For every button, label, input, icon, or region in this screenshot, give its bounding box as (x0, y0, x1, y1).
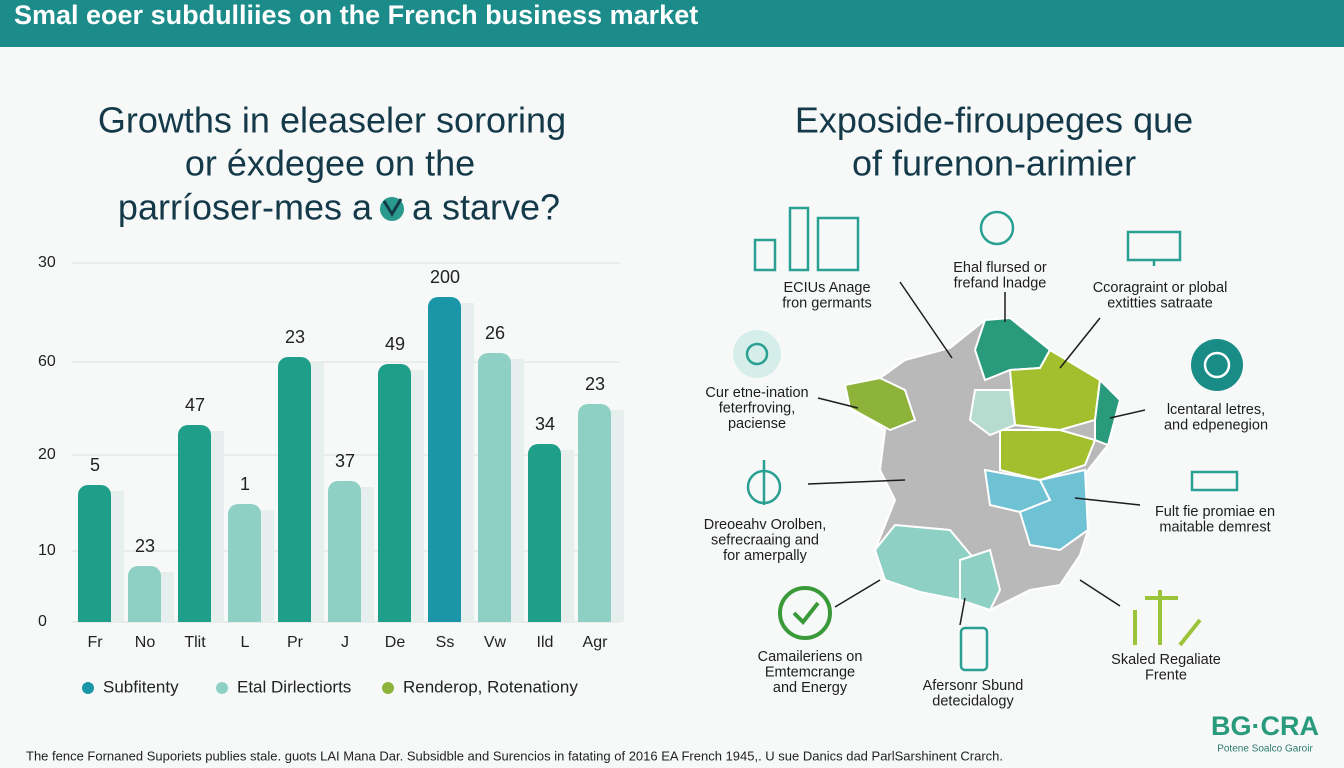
legend-label: Subfitenty (103, 677, 179, 696)
bar-base (428, 610, 461, 622)
legend-swatch (82, 682, 94, 694)
bar-label: 47 (185, 395, 205, 415)
title-icon (380, 197, 404, 221)
map-label: for amerpally (723, 548, 808, 564)
left-title: parríoser-mes a (118, 187, 373, 228)
map-label: detecidalogy (932, 693, 1014, 709)
legend-swatch (216, 682, 228, 694)
map-label: paciense (728, 416, 786, 432)
right-title: of furenon-arimier (852, 143, 1136, 184)
map-label: Dreoeahv Orolben, (704, 517, 827, 533)
bar-base (278, 610, 311, 622)
map-label: Frente (1145, 667, 1187, 683)
legend-label: Renderop, Rotenationy (403, 677, 578, 696)
bar-label: 37 (335, 451, 355, 471)
bar-label: 26 (485, 323, 505, 343)
bar-label: 23 (585, 374, 605, 394)
category-label: Pr (287, 634, 304, 651)
map-label: sefrecraaing and (711, 532, 819, 548)
bar-label: 34 (535, 414, 555, 434)
map-label: extitties satraate (1107, 295, 1213, 311)
category-label: L (241, 634, 250, 651)
left-title: a starve? (412, 187, 560, 228)
map-label: Ccoragraint or plobal (1093, 280, 1228, 296)
bar-base (328, 610, 361, 622)
map-label: maitable demrest (1159, 519, 1270, 535)
right-title: Exposide-firoupeges que (795, 100, 1193, 141)
bar-label: 49 (385, 334, 405, 354)
map-label: Ehal flursed or (953, 260, 1047, 276)
bar-base (478, 610, 511, 622)
bar (128, 566, 161, 622)
bar-base (128, 610, 161, 622)
left-title: or éxdegee on the (185, 143, 475, 184)
map-label: Afersonr Sbund (923, 678, 1024, 694)
bar-label: 23 (285, 327, 305, 347)
legend-label: Etal Dirlectiorts (237, 677, 351, 696)
legend-swatch (382, 682, 394, 694)
map-label: Fult fie promiae en (1155, 504, 1275, 520)
map-label: Skaled Regaliate (1111, 652, 1221, 668)
axis-tick-label: 0 (38, 613, 47, 630)
bar-label: 5 (90, 455, 100, 475)
footer-text: The fence Fornaned Suporiets publies sta… (26, 748, 1003, 763)
header-bar (0, 0, 1344, 47)
map-label: and Energy (773, 680, 848, 696)
bar (378, 364, 411, 622)
logo: BG·CRA (1211, 711, 1319, 741)
map-label: Cur etne-ination (705, 385, 808, 401)
bar-label: 1 (240, 474, 250, 494)
bar-base (378, 610, 411, 622)
bar (328, 481, 361, 622)
category-label: No (135, 634, 156, 651)
category-label: Agr (583, 634, 609, 651)
bar (228, 504, 261, 622)
bar-base (578, 610, 611, 622)
map-label: Emtemcrange (765, 664, 855, 680)
bar (178, 425, 211, 622)
map-label: lcentaral letres, (1167, 402, 1265, 418)
bar (478, 353, 511, 622)
category-label: Fr (87, 634, 103, 651)
category-label: Vw (484, 634, 507, 651)
axis-tick-label: 30 (38, 254, 56, 271)
bar-label: 23 (135, 536, 155, 556)
bar (428, 297, 461, 622)
axis-tick-label: 10 (38, 542, 56, 559)
axis-tick-label: 60 (38, 353, 56, 370)
france-map (733, 206, 1243, 672)
axis-tick-label: 20 (38, 446, 56, 463)
category-label: Ild (537, 634, 554, 651)
map-label: feterfroving, (719, 400, 796, 416)
map-label: frefand lnadge (954, 275, 1047, 291)
map-label: fron germants (782, 295, 871, 311)
map-label: Camaileriens on (758, 649, 863, 665)
bar (78, 485, 111, 622)
logo-tagline: Potene Soalco Garoir (1217, 744, 1313, 755)
map-label: ECIUs Anage (783, 280, 870, 296)
bar-base (228, 610, 261, 622)
bar-chart: 30 60 20 10 0 5 Fr 23 No 47 Tlit 1 L 23 Pr 37 J 49 De 200 Ss… (38, 254, 624, 696)
category-label: J (341, 634, 349, 651)
bar (578, 404, 611, 622)
header-title: Smal eoer subdulliies on the French busi… (14, 0, 698, 30)
category-label: Ss (436, 634, 455, 651)
map-label: and edpenegion (1164, 417, 1268, 433)
bar-base (178, 610, 211, 622)
bar-base (78, 610, 111, 622)
bar (528, 444, 561, 622)
bar-label: 200 (430, 267, 460, 287)
bar (278, 357, 311, 622)
category-label: Tlit (184, 634, 206, 651)
category-label: De (385, 634, 406, 651)
bar-base (528, 610, 561, 622)
left-title: Growths in eleaseler sororing (98, 100, 566, 141)
